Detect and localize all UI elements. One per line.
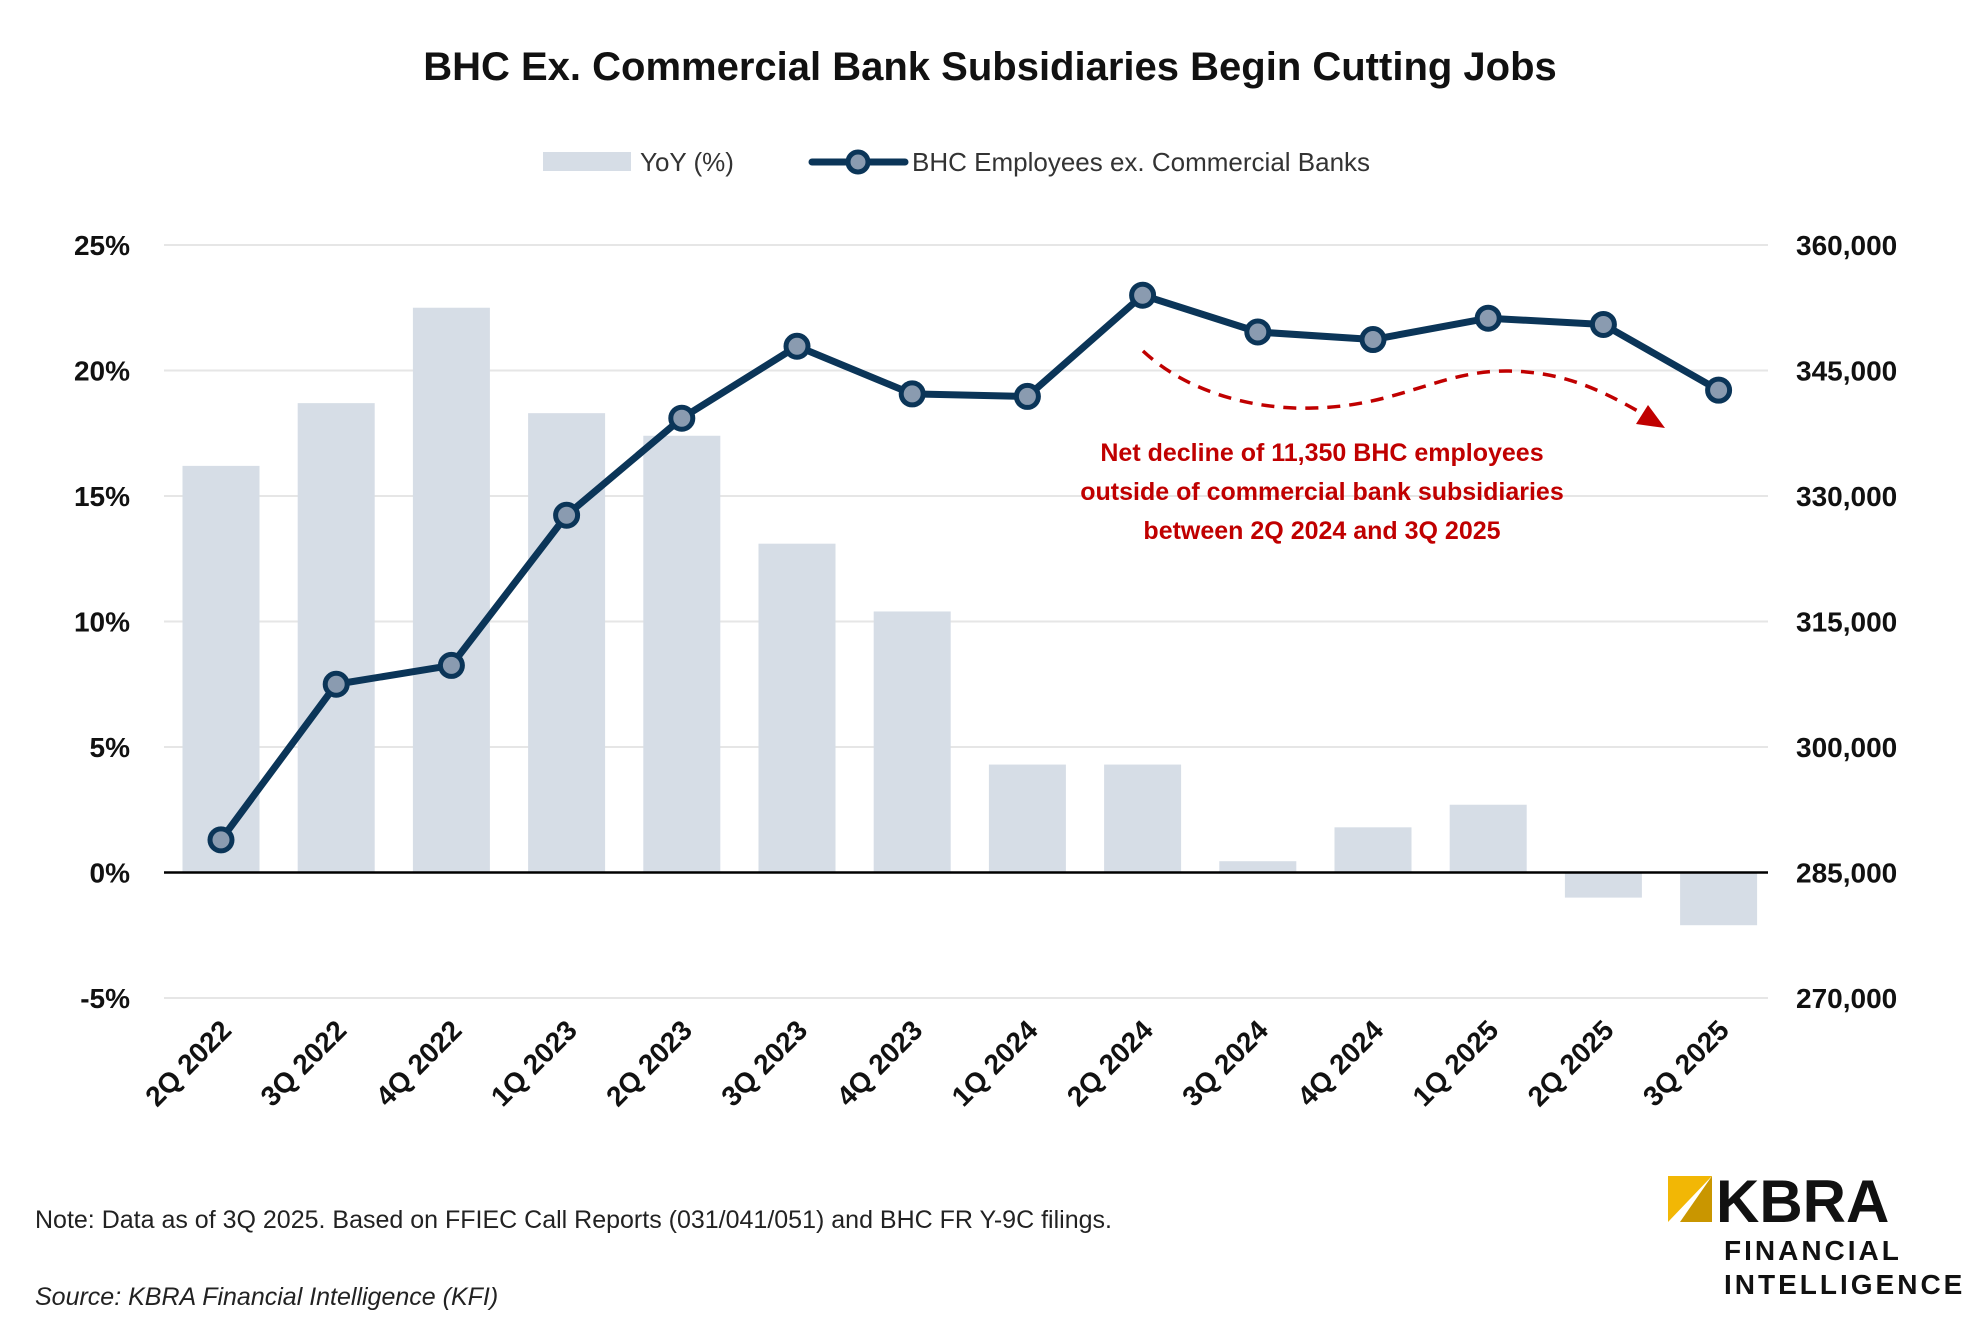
left-axis-tick-label: 0%: [90, 858, 131, 889]
left-axis-tick-label: 10%: [74, 607, 130, 638]
logo-line-2: INTELLIGENCE: [1724, 1269, 1965, 1300]
employees-point: [1705, 376, 1733, 404]
bar-yoy: [412, 307, 490, 873]
employees-point: [668, 404, 696, 432]
x-axis-tick-label: 2Q 2025: [1522, 1014, 1620, 1112]
annotation-arrow: [1141, 349, 1651, 420]
annotation-line-1: Net decline of 11,350 BHC employees: [1100, 439, 1543, 467]
employees-point: [783, 332, 811, 360]
footer-source: Source: KBRA Financial Intelligence (KFI…: [35, 1283, 498, 1311]
left-axis-tick-label: -5%: [80, 983, 130, 1014]
right-axis-tick-label: 360,000: [1796, 230, 1897, 261]
bar-yoy: [873, 611, 951, 873]
bar-yoy: [1680, 872, 1758, 926]
legend: YoY (%) BHC Employees ex. Commercial Ban…: [543, 147, 1370, 177]
logo-brand: KBRA: [1716, 1168, 1889, 1235]
logo-mark-shade-icon: [1680, 1176, 1712, 1222]
left-axis-tick-label: 20%: [74, 356, 130, 387]
x-axis-tick-label: 2Q 2022: [139, 1014, 237, 1112]
right-axis-tick-label: 300,000: [1796, 732, 1897, 763]
employees-point: [207, 826, 235, 854]
annotation: Net decline of 11,350 BHC employees outs…: [1080, 349, 1665, 545]
bar-yoy: [297, 403, 375, 873]
employees-point: [1359, 326, 1387, 354]
right-axis-tick-label: 285,000: [1796, 858, 1897, 889]
left-axis-tick-label: 15%: [74, 481, 130, 512]
bar-yoy: [1564, 872, 1642, 898]
x-axis-tick-label: 2Q 2024: [1061, 1014, 1159, 1112]
x-axis-tick-label: 4Q 2023: [831, 1014, 929, 1112]
right-axis-tick-label: 315,000: [1796, 607, 1897, 638]
legend-label-employees: BHC Employees ex. Commercial Banks: [912, 147, 1370, 177]
left-axis-tick-label: 25%: [74, 230, 130, 261]
right-axis-tick-label: 270,000: [1796, 983, 1897, 1014]
legend-label-yoy: YoY (%): [640, 147, 734, 177]
x-axis-tick-label: 3Q 2023: [715, 1014, 813, 1112]
employees-point: [1244, 318, 1272, 346]
employees-point: [1589, 310, 1617, 338]
legend-swatch-yoy: [543, 152, 631, 171]
bar-yoy: [988, 764, 1066, 873]
annotation-line-2: outside of commercial bank subsidiaries: [1080, 478, 1563, 506]
bar-yoy: [1449, 804, 1527, 873]
x-axis-tick-label: 3Q 2022: [255, 1014, 353, 1112]
x-axis-tick-label: 1Q 2024: [946, 1014, 1044, 1112]
bar-yoy: [1104, 764, 1182, 873]
x-axis-tick-label: 1Q 2025: [1407, 1014, 1505, 1112]
employees-point: [898, 380, 926, 408]
employees-point: [322, 670, 350, 698]
employees-point: [1474, 304, 1502, 332]
x-axis-tick-label: 4Q 2022: [370, 1014, 468, 1112]
bar-yoy: [758, 543, 836, 873]
chart-title: BHC Ex. Commercial Bank Subsidiaries Beg…: [423, 45, 1557, 89]
right-axis-tick-label: 330,000: [1796, 481, 1897, 512]
x-axis-tick-label: 2Q 2023: [600, 1014, 698, 1112]
x-axis-tick-label: 1Q 2023: [485, 1014, 583, 1112]
employees-point: [1129, 281, 1157, 309]
kbra-logo: KBRA FINANCIAL INTELLIGENCE: [1668, 1168, 1965, 1300]
x-axis-tick-label: 3Q 2024: [1176, 1014, 1274, 1112]
x-axis-tick-label: 3Q 2025: [1637, 1014, 1735, 1112]
logo-line-1: FINANCIAL: [1724, 1235, 1902, 1266]
bar-yoy: [1334, 827, 1412, 873]
bar-yoy: [1219, 861, 1297, 873]
annotation-line-3: between 2Q 2024 and 3Q 2025: [1143, 517, 1500, 545]
footer-note: Note: Data as of 3Q 2025. Based on FFIEC…: [35, 1206, 1112, 1234]
employees-point: [1013, 382, 1041, 410]
employees-point: [553, 501, 581, 529]
bar-yoy: [643, 435, 721, 873]
legend-marker: [845, 149, 871, 175]
annotation-arrowhead-icon: [1636, 405, 1665, 428]
left-axis-tick-label: 5%: [90, 732, 131, 763]
employees-line: [218, 291, 1721, 842]
bar-yoy: [528, 413, 606, 873]
bar-yoy: [182, 465, 260, 873]
right-axis-tick-label: 345,000: [1796, 356, 1897, 387]
employees-point: [437, 651, 465, 679]
logo-mark-icon: [1668, 1176, 1712, 1222]
x-axis-tick-label: 4Q 2024: [1291, 1014, 1389, 1112]
